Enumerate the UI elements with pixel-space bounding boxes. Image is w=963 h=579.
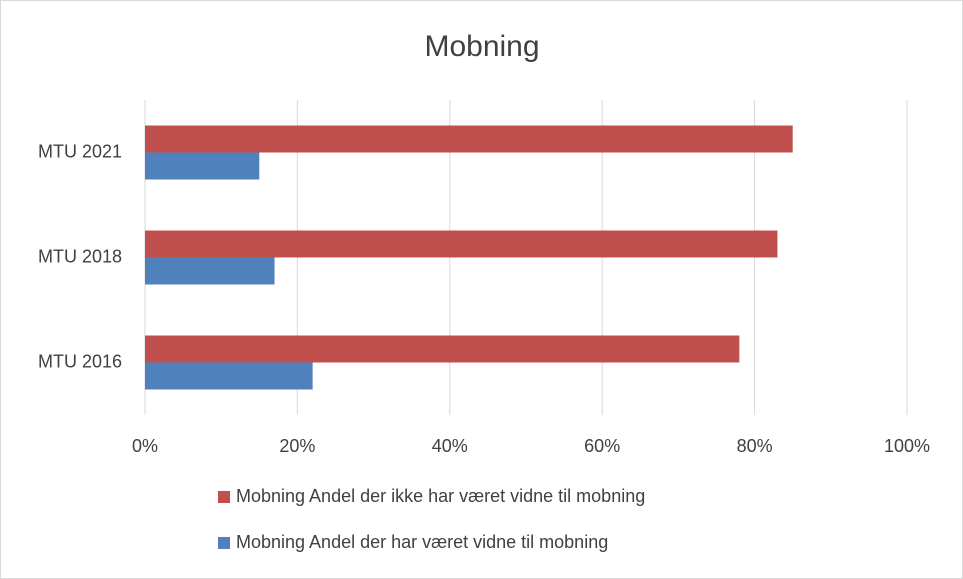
legend-label: Mobning Andel der har været vidne til mo… <box>236 532 608 552</box>
bar <box>145 125 793 153</box>
bar <box>145 230 778 258</box>
y-tick-label: MTU 2016 <box>38 351 122 371</box>
y-tick-label: MTU 2018 <box>38 246 122 266</box>
bar <box>145 362 313 390</box>
legend-label: Mobning Andel der ikke har været vidne t… <box>236 486 645 506</box>
chart-title: Mobning <box>424 30 539 63</box>
legend-swatch <box>218 537 230 549</box>
x-tick-label: 0% <box>132 436 158 456</box>
x-tick-label: 80% <box>737 436 773 456</box>
x-tick-label: 20% <box>279 436 315 456</box>
x-tick-label: 60% <box>584 436 620 456</box>
bar <box>145 335 740 363</box>
bar <box>145 257 275 285</box>
x-tick-label: 100% <box>884 436 930 456</box>
y-tick-label: MTU 2021 <box>38 141 122 161</box>
x-tick-label: 40% <box>432 436 468 456</box>
legend-swatch <box>218 491 230 503</box>
bar <box>145 152 260 180</box>
